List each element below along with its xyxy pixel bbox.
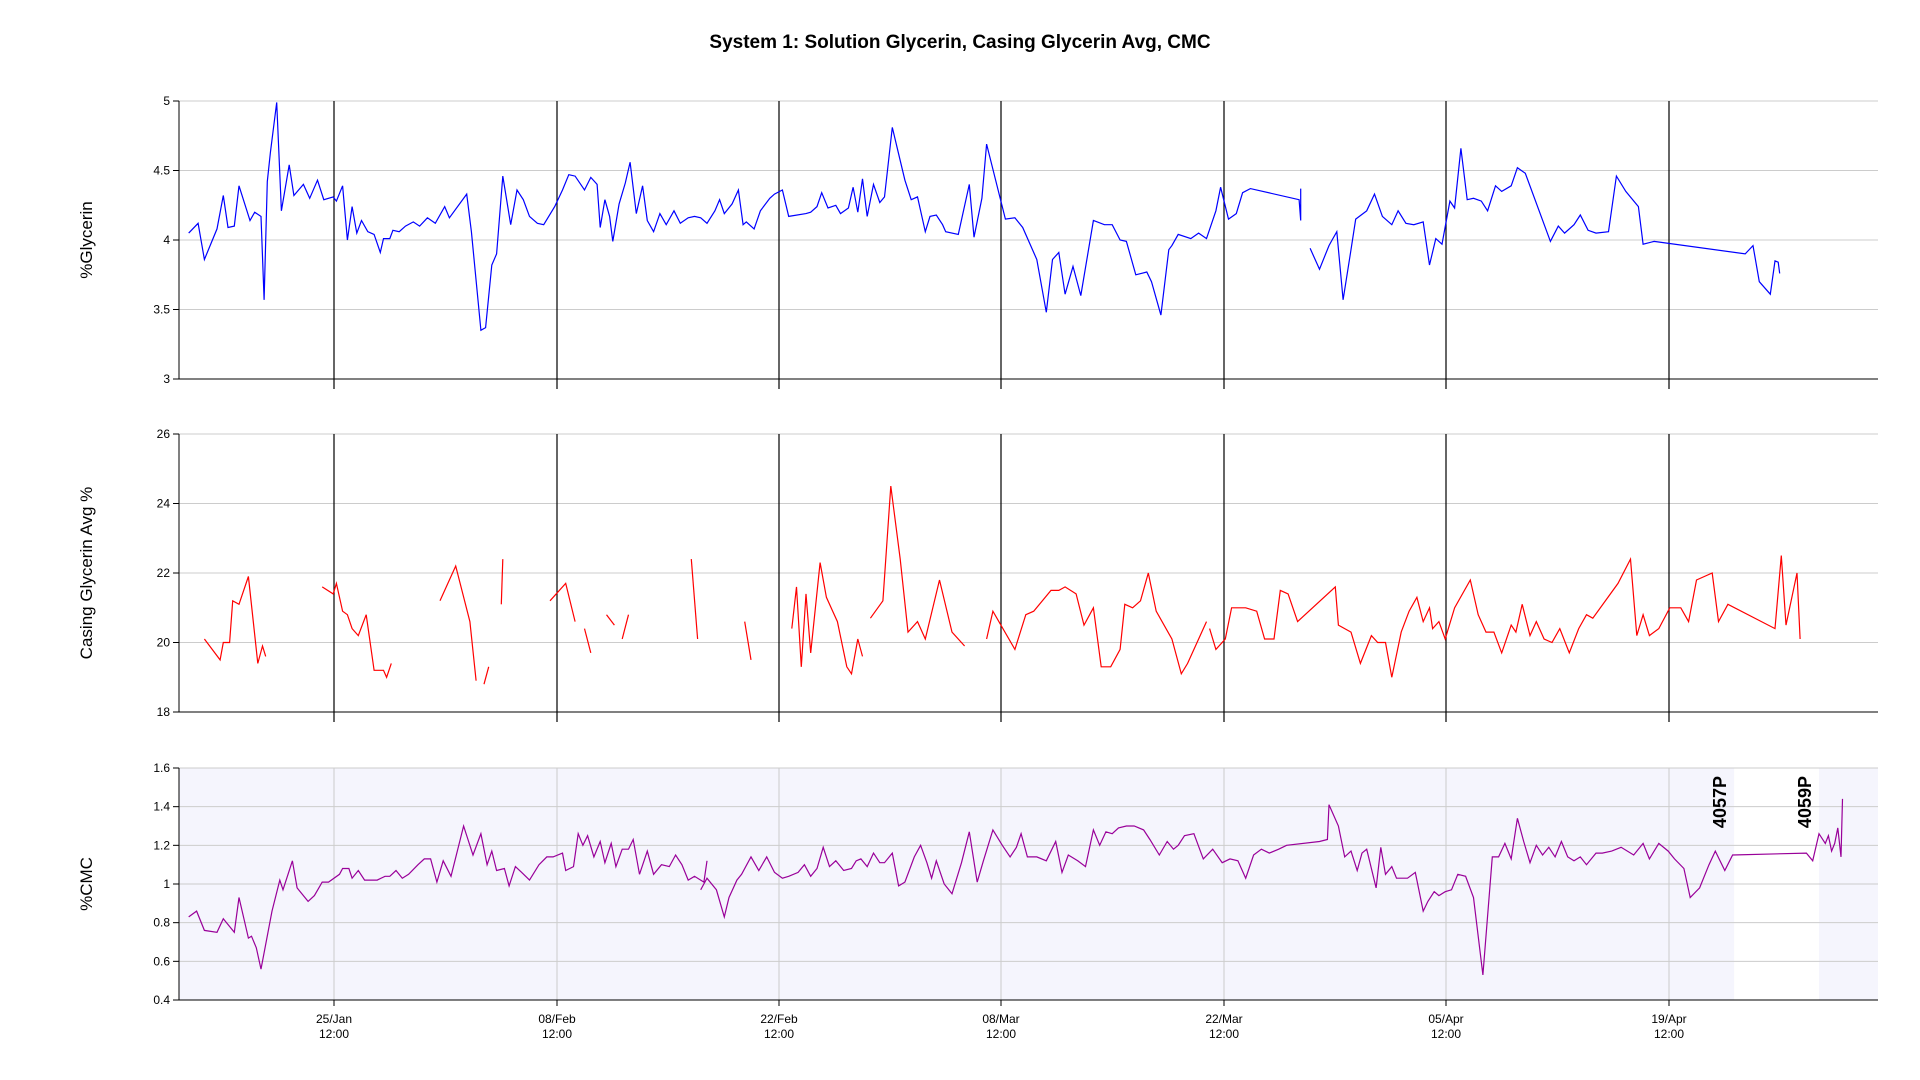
series-line: [690, 559, 699, 640]
series-line: [583, 628, 592, 654]
y-tick-label: 18: [157, 705, 171, 719]
series-line: [439, 564, 477, 681]
y-tick-label: 5: [163, 94, 170, 108]
x-tick-label-time: 12:00: [1209, 1027, 1239, 1041]
y-tick-label: 0.4: [153, 993, 170, 1007]
annotation-label: 4059P: [1795, 776, 1815, 828]
series-line: [203, 576, 267, 664]
x-tick-label-date: 05/Apr: [1428, 1012, 1463, 1026]
y-tick-label: 1: [163, 877, 170, 891]
series-line: [700, 798, 1844, 975]
x-tick-label-time: 12:00: [1654, 1027, 1684, 1041]
y-tick-label: 0.6: [153, 954, 170, 968]
series-line: [500, 559, 504, 605]
y-axis-title: %Glycerin: [77, 201, 96, 278]
x-tick-label-time: 12:00: [319, 1027, 349, 1041]
series-line: [188, 102, 1302, 332]
y-tick-label: 4.5: [153, 164, 170, 178]
y-tick-label: 4: [163, 233, 170, 247]
series-line: [606, 614, 615, 626]
y-tick-label: 22: [157, 566, 171, 580]
y-tick-label: 1.2: [153, 838, 170, 852]
x-tick-label-time: 12:00: [764, 1027, 794, 1041]
x-tick-label-time: 12:00: [542, 1027, 572, 1041]
x-tick-label-date: 25/Jan: [316, 1012, 352, 1026]
annotation-label: 4057P: [1710, 776, 1730, 828]
series-line: [744, 621, 752, 660]
x-tick-label-date: 22/Feb: [760, 1012, 798, 1026]
series-line: [986, 572, 1208, 676]
series-line: [483, 666, 490, 685]
y-tick-label: 1.4: [153, 800, 170, 814]
x-tick-label-date: 22/Mar: [1205, 1012, 1242, 1026]
y-tick-label: 1.6: [153, 761, 170, 775]
x-tick-label-date: 08/Feb: [538, 1012, 576, 1026]
y-tick-label: 20: [157, 636, 171, 650]
chart-title: System 1: Solution Glycerin, Casing Glyc…: [709, 32, 1211, 53]
y-axis-title: Casing Glycerin Avg %: [77, 487, 96, 660]
y-tick-label: 0.8: [153, 916, 170, 930]
y-tick-label: 26: [157, 427, 171, 441]
series-line: [621, 614, 630, 640]
y-tick-label: 24: [157, 497, 171, 511]
series-line: [549, 582, 576, 622]
x-tick-label-date: 08/Mar: [982, 1012, 1019, 1026]
y-tick-label: 3: [163, 372, 170, 386]
x-tick-label-time: 12:00: [986, 1027, 1016, 1041]
series-line: [869, 486, 966, 647]
x-tick-label-date: 19/Apr: [1651, 1012, 1686, 1026]
series-line: [791, 562, 864, 676]
series-line: [1209, 555, 1801, 678]
x-tick-label-time: 12:00: [1431, 1027, 1461, 1041]
y-tick-label: 3.5: [153, 303, 170, 317]
series-line: [321, 581, 392, 679]
y-axis-title: %CMC: [77, 857, 96, 911]
series-line: [188, 823, 708, 970]
series-line: [1309, 148, 1781, 300]
